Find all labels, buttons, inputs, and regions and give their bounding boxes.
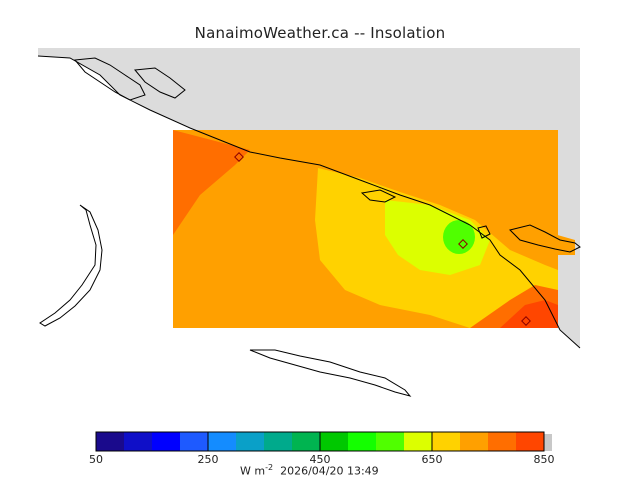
colorbar-swatch: [180, 432, 208, 451]
field-east-arm: [510, 230, 575, 255]
colorbar-swatch: [404, 432, 432, 451]
colorbar-swatch: [124, 432, 152, 451]
colorbar-swatch: [516, 432, 544, 451]
colorbar-label: 50: [89, 453, 103, 466]
colorbar-extension: [544, 434, 552, 451]
island-west: [39, 204, 103, 327]
colorbar-swatch: [292, 432, 320, 451]
unit-exponent: -2: [265, 463, 274, 472]
station-marker: [234, 152, 244, 162]
field-500-550: [443, 220, 475, 254]
colorbar: [95, 431, 552, 452]
colorbar-swatch: [96, 432, 124, 451]
timestamp: 2026/04/20 13:49: [280, 464, 379, 478]
island-north: [74, 57, 146, 101]
island-east: [509, 224, 581, 253]
colorbar-label: 850: [533, 453, 555, 466]
island-small-2: [477, 225, 491, 239]
colorbar-swatch: [376, 432, 404, 451]
colorbar-swatch: [348, 432, 376, 451]
field-700-750: [173, 130, 250, 235]
colorbar-swatch: [432, 432, 460, 451]
colorbar-swatch: [236, 432, 264, 451]
island-north-2: [134, 67, 186, 99]
colorbar-swatch: [208, 432, 236, 451]
station-marker: [458, 239, 468, 249]
colorbar-swatch: [460, 432, 488, 451]
colorbar-caption: W m-2 2026/04/20 13:49: [240, 463, 379, 478]
colorbar-label: 450: [309, 453, 331, 466]
field-550-600: [385, 200, 490, 275]
colorbar-label: 250: [197, 453, 219, 466]
mainland: [38, 48, 580, 348]
island-small: [360, 189, 397, 203]
contour-field: [173, 130, 575, 328]
field-750-800: [500, 300, 558, 328]
colorbar-swatch: [320, 432, 348, 451]
unit-label: W m: [240, 464, 266, 478]
colorbar-swatch: [152, 432, 180, 451]
colorbar-label: 650: [421, 453, 443, 466]
colorbar-swatch: [488, 432, 516, 451]
colorbar-swatch: [264, 432, 292, 451]
station-marker: [521, 316, 531, 326]
map-title: NanaimoWeather.ca -- Insolation: [194, 24, 446, 42]
island-south: [249, 349, 412, 397]
